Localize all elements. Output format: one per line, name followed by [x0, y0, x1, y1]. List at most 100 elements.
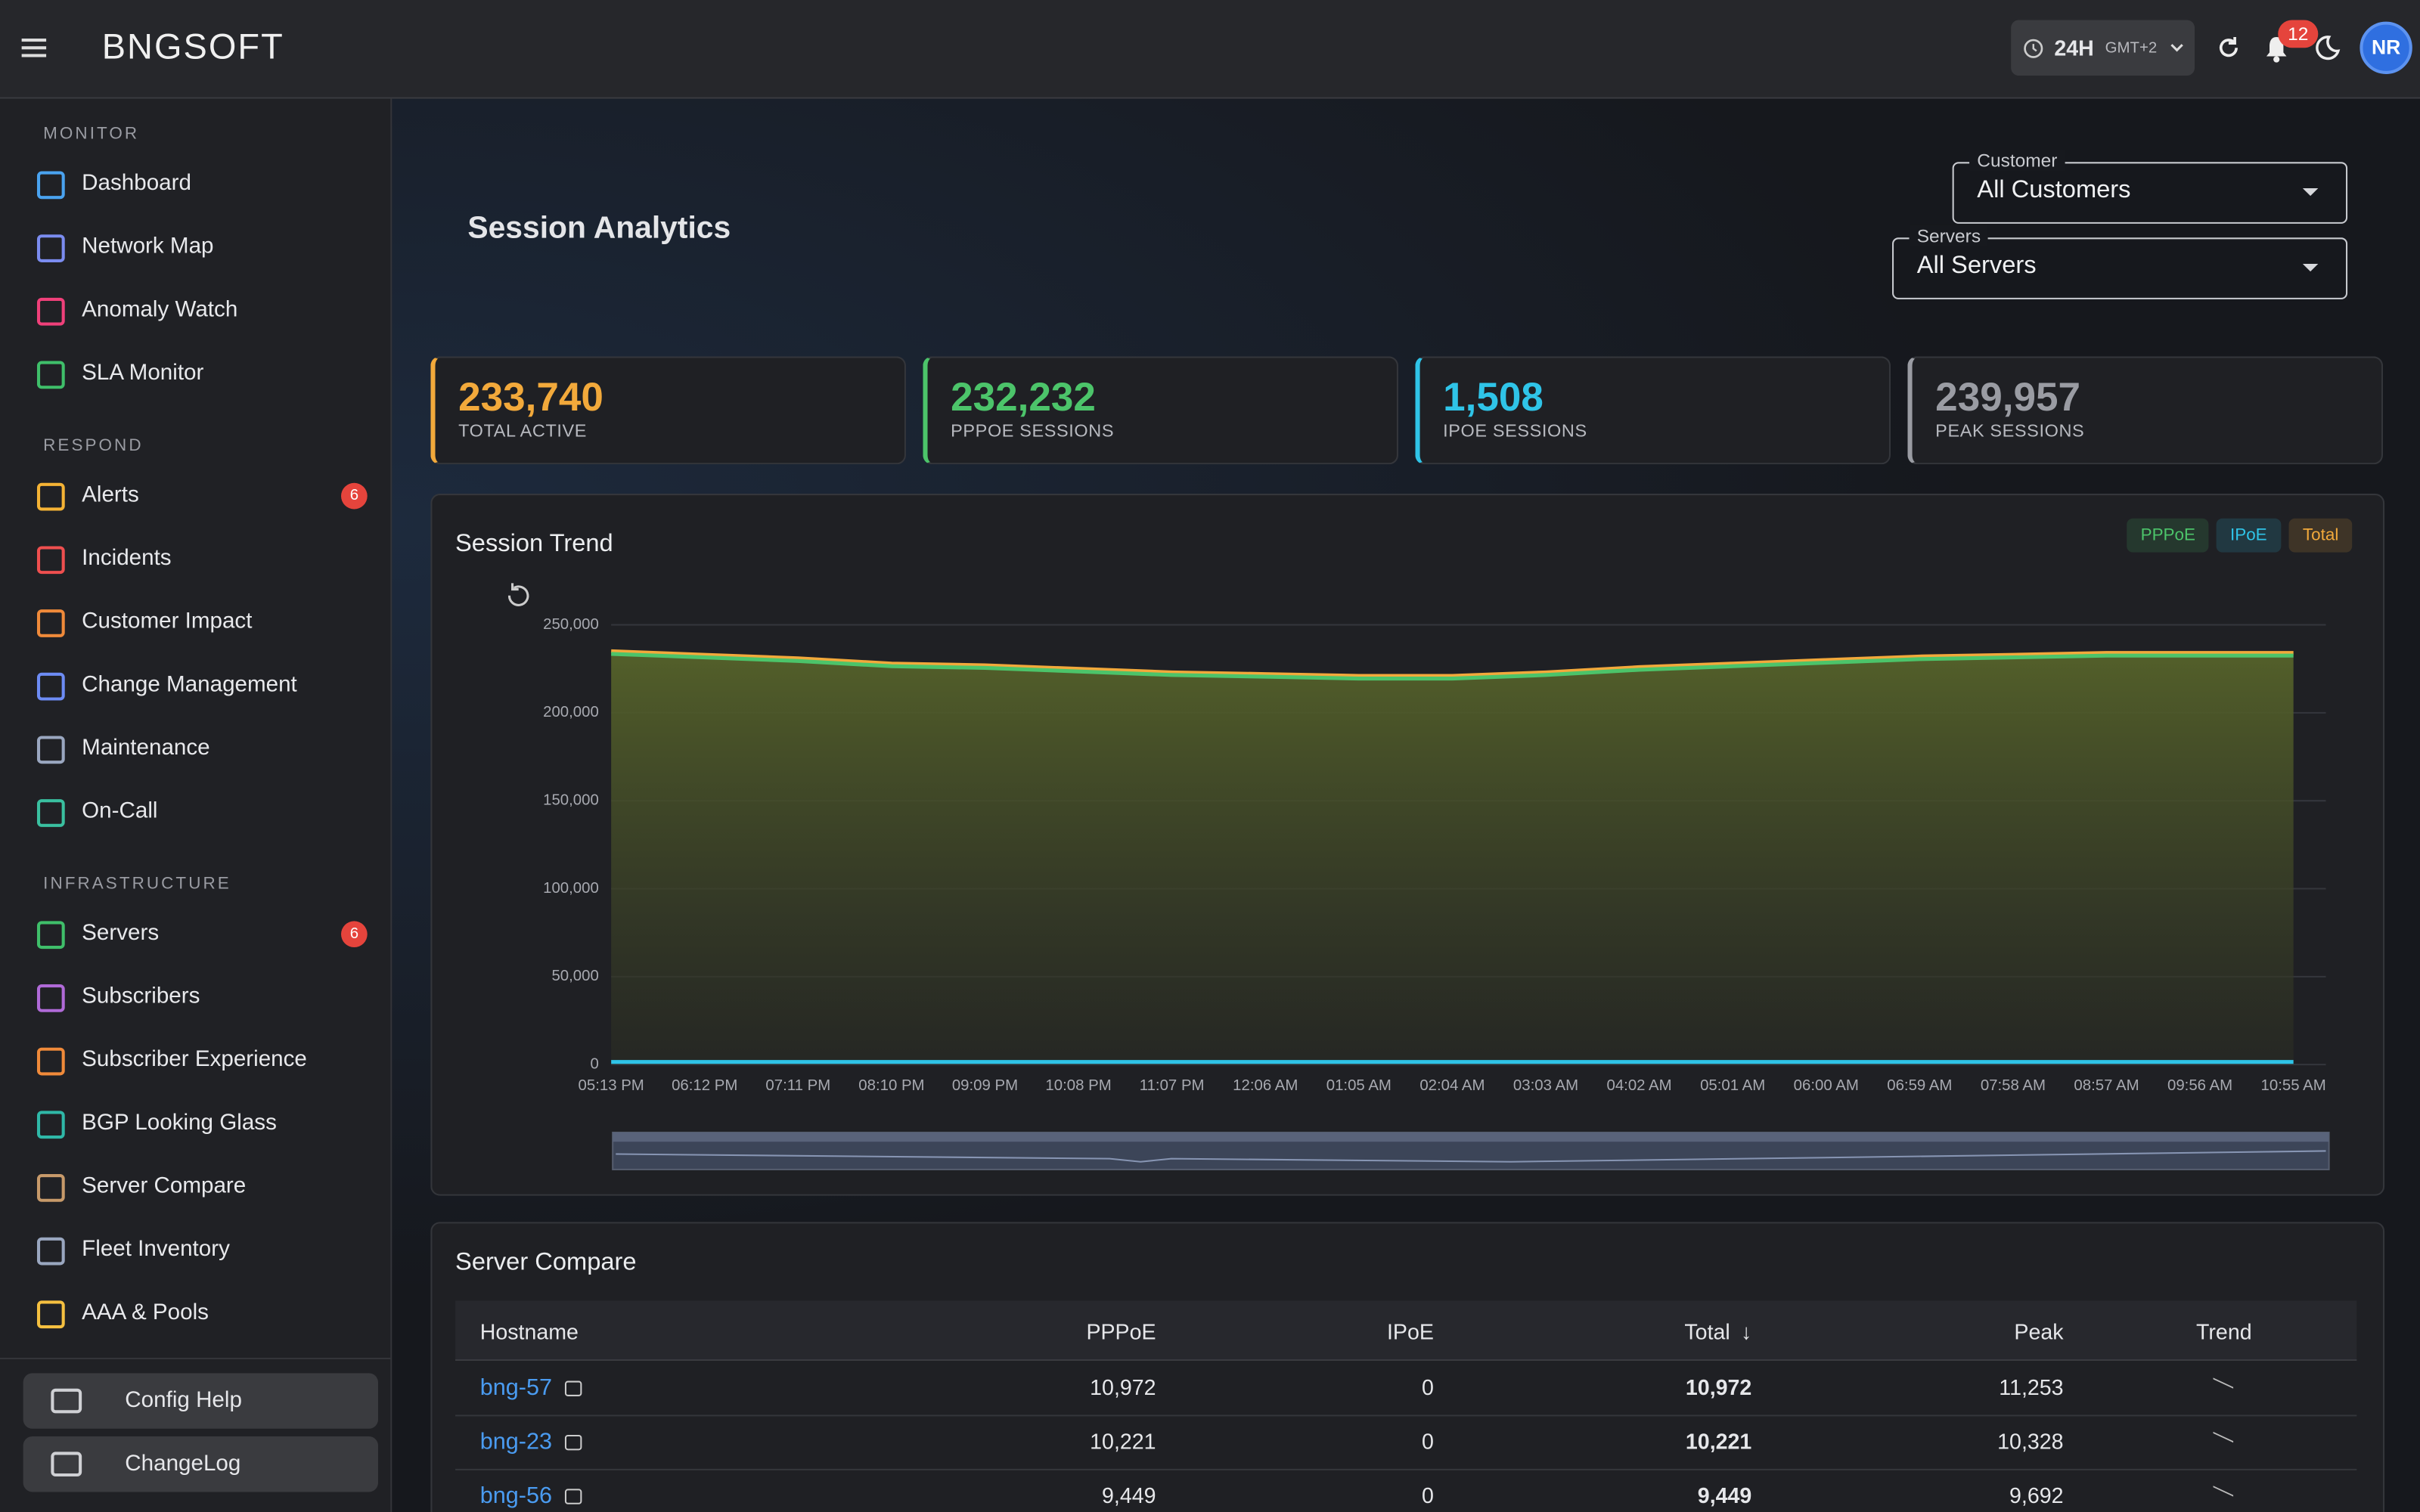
column-header[interactable]: Peak: [2014, 1318, 2064, 1344]
stat-label: IPOE SESSIONS: [1443, 423, 1587, 442]
nav-item[interactable]: Anomaly Watch: [0, 279, 390, 342]
x-tick-label: 10:55 AM: [2261, 1077, 2326, 1094]
x-tick-label: 08:57 AM: [2074, 1077, 2139, 1094]
nav-label: Subscribers: [82, 984, 200, 1009]
menu-button[interactable]: [21, 37, 47, 59]
y-tick-label: 50,000: [551, 968, 598, 984]
nav-item[interactable]: Subscriber Experience: [0, 1029, 390, 1092]
footer-button[interactable]: ChangeLog: [23, 1436, 378, 1492]
table-header: [455, 1300, 2357, 1361]
console-icon[interactable]: [564, 1489, 582, 1504]
footer-label: ChangeLog: [125, 1452, 241, 1477]
footer-label: Config Help: [125, 1388, 242, 1414]
nav-label: Servers: [82, 921, 160, 947]
stat-card: 232,232 PPPOE SESSIONS: [923, 356, 1398, 465]
theme-toggle[interactable]: [2310, 33, 2341, 64]
nav-badge: 6: [341, 482, 368, 510]
nav-label: Fleet Inventory: [82, 1237, 230, 1263]
x-tick-label: 12:06 AM: [1233, 1077, 1298, 1094]
page-title: Session Analytics: [467, 211, 731, 246]
column-header[interactable]: Hostname: [479, 1318, 579, 1344]
legend-item[interactable]: PPPoE: [2127, 518, 2210, 553]
x-tick-label: 09:09 PM: [952, 1077, 1018, 1094]
stat-value: 232,232: [951, 373, 1096, 420]
table-card: [430, 1222, 2385, 1512]
nav-icon: [36, 1300, 65, 1329]
nav-item[interactable]: Fleet Inventory: [0, 1219, 390, 1282]
footer-button[interactable]: Config Help: [23, 1373, 378, 1429]
column-header[interactable]: PPPoE: [1086, 1318, 1156, 1344]
dropdown-arrow: [2302, 187, 2319, 197]
nav-item[interactable]: Network Map: [0, 216, 390, 280]
x-tick-label: 06:12 PM: [672, 1077, 737, 1094]
table-cell: 10,972: [1685, 1374, 1752, 1400]
nav-item[interactable]: Customer Impact: [0, 591, 390, 655]
legend-item[interactable]: IPoE: [2216, 518, 2282, 553]
series-line: [611, 649, 2294, 678]
nav-item[interactable]: Alerts 6: [0, 464, 390, 528]
reset-zoom[interactable]: [507, 583, 529, 606]
stat-card: 233,740 TOTAL ACTIVE: [430, 356, 906, 465]
time-range-select[interactable]: 24H GMT+2: [2011, 20, 2195, 76]
nav: MONITOR Dashboard Network Map Anomaly Watch…: [0, 99, 390, 1346]
nav-item[interactable]: On-Call: [0, 781, 390, 844]
x-tick-label: 02:04 AM: [1419, 1077, 1485, 1094]
nav-label: Subscriber Experience: [82, 1047, 307, 1073]
nav-icon: [36, 921, 65, 950]
hostname-link[interactable]: bng-57: [479, 1374, 553, 1402]
x-tick-label: 11:07 PM: [1140, 1077, 1205, 1094]
table-cell: 11,253: [1999, 1374, 2064, 1400]
nav-icon: [36, 609, 65, 637]
nav-label: Server Compare: [82, 1174, 247, 1199]
nav-item[interactable]: Incidents: [0, 528, 390, 591]
y-tick-label: 150,000: [543, 792, 599, 809]
table-row[interactable]: [455, 1414, 2357, 1470]
nav-icon: [36, 482, 65, 511]
nav-item[interactable]: AAA & Pools: [0, 1282, 390, 1346]
filter-label: Servers: [1909, 225, 1989, 247]
nav-item[interactable]: Maintenance: [0, 717, 390, 781]
nav-item[interactable]: Servers 6: [0, 903, 390, 966]
filter-select[interactable]: Servers All Servers: [1892, 225, 2348, 299]
nav-item[interactable]: BGP Looking Glass: [0, 1092, 390, 1156]
column-header[interactable]: Trend: [2196, 1318, 2252, 1344]
logo[interactable]: BNGSOFT: [101, 26, 284, 67]
table-row[interactable]: [455, 1361, 2357, 1417]
nav-item[interactable]: Subscribers: [0, 966, 390, 1030]
area: [611, 651, 2294, 1065]
stat-value: 239,957: [1935, 373, 2080, 420]
hostname-link[interactable]: bng-56: [479, 1483, 553, 1509]
column-header[interactable]: IPoE: [1386, 1318, 1434, 1344]
filter-label: Customer: [1969, 149, 2065, 172]
filter-select[interactable]: Customer All Customers: [1952, 149, 2348, 224]
nav-icon: [36, 799, 65, 827]
nav-label: On-Call: [82, 799, 158, 824]
nav-label: AAA & Pools: [82, 1300, 209, 1326]
x-tick-label: 05:01 AM: [1700, 1077, 1765, 1094]
console-icon[interactable]: [564, 1380, 582, 1396]
y-tick-label: 250,000: [543, 616, 599, 633]
table-cell: 10,972: [1090, 1374, 1156, 1400]
nav-icon: [36, 171, 65, 200]
section-title: MONITOR: [43, 125, 140, 144]
table-cell: 0: [1422, 1374, 1434, 1400]
x-tick-label: 04:02 AM: [1606, 1077, 1671, 1094]
hostname-link[interactable]: bng-23: [479, 1428, 553, 1455]
column-header[interactable]: Total ↓: [1684, 1318, 1752, 1344]
legend-item[interactable]: Total: [2288, 518, 2353, 553]
time-range: 24H: [2054, 35, 2094, 60]
nav-item[interactable]: Server Compare: [0, 1156, 390, 1219]
user-avatar[interactable]: NR: [2360, 21, 2412, 74]
nav-item[interactable]: Dashboard: [0, 153, 390, 216]
nav-label: BGP Looking Glass: [82, 1111, 277, 1136]
sort-arrow: ↓: [1741, 1318, 1752, 1344]
notification-badge: 12: [2278, 20, 2319, 48]
navigator-handle[interactable]: [613, 1132, 2329, 1142]
console-icon[interactable]: [564, 1434, 582, 1451]
nav-icon: [36, 984, 65, 1012]
nav-item[interactable]: SLA Monitor: [0, 342, 390, 406]
nav-item[interactable]: Change Management: [0, 654, 390, 717]
top-bar: BNGSOFT 24H GMT+2 12 NR: [0, 0, 2420, 99]
nav-icon: [36, 1174, 65, 1202]
refresh-button[interactable]: [2217, 36, 2242, 60]
